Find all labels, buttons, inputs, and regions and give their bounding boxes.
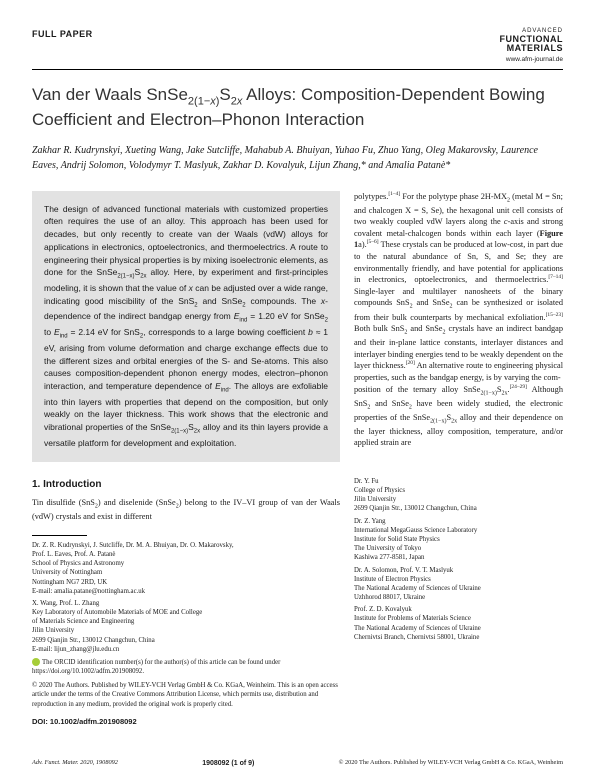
affiliations-left: Dr. Z. R. Kudrynskyi, J. Sutcliffe, Dr. … (32, 541, 340, 654)
right-column: polytypes.[1–4] For the polytype phase 2… (354, 191, 563, 727)
orcid-icon (32, 658, 40, 666)
affiliation-divider (32, 535, 87, 536)
header-row: FULL PAPER ADVANCED FUNCTIONAL MATERIALS (32, 28, 563, 54)
journal-url: www.afm-journal.de (32, 56, 563, 65)
left-column: The design of advanced functional materi… (32, 191, 340, 727)
affil-block: Dr. A. Solomon, Prof. V. T. MaslyukInsti… (354, 566, 563, 603)
abstract-box: The design of advanced functional materi… (32, 191, 340, 462)
intro-left-text: Tin disulfide (SnS2) and diselenide (SnS… (32, 497, 340, 523)
license-note: © 2020 The Authors. Published by WILEY-V… (32, 681, 340, 709)
affil-block: X. Wang, Prof. L. ZhangKey Laboratory of… (32, 599, 340, 654)
orcid-text: The ORCID identification number(s) for t… (32, 659, 280, 675)
orcid-note: The ORCID identification number(s) for t… (32, 658, 340, 676)
journal-logo: ADVANCED FUNCTIONAL MATERIALS (500, 28, 564, 54)
footer-center: 1908092 (1 of 9) (202, 759, 254, 768)
affil-block: Dr. Y. FuCollege of PhysicsJilin Univers… (354, 477, 563, 514)
author-list: Zakhar R. Kudrynskyi, Xueting Wang, Jake… (32, 143, 563, 173)
affil-block: Prof. Z. D. KovalyukInstitute for Proble… (354, 605, 563, 642)
intro-right-text-1: polytypes.[1–4] For the polytype phase 2… (354, 191, 563, 384)
section-heading-intro: 1. Introduction (32, 478, 340, 492)
logo-materials: MATERIALS (500, 44, 564, 54)
intro-right-text-2: position of the ternary alloy SnSe2(1−x)… (354, 384, 563, 449)
paper-type-label: FULL PAPER (32, 28, 93, 40)
affil-block: Dr. Z. YangInternational MegaGauss Scien… (354, 517, 563, 563)
footer-left: Adv. Funct. Mater. 2020, 1908092 (32, 759, 118, 768)
top-divider (32, 69, 563, 70)
footer-right: © 2020 The Authors. Published by WILEY-V… (339, 759, 563, 768)
affiliations-right: Dr. Y. FuCollege of PhysicsJilin Univers… (354, 477, 563, 642)
paper-title: Van der Waals SnSe2(1−x)S2x Alloys: Comp… (32, 84, 563, 130)
two-column-layout: The design of advanced functional materi… (32, 191, 563, 727)
doi-label: DOI: 10.1002/adfm.201908092 (32, 717, 340, 727)
page-footer: Adv. Funct. Mater. 2020, 1908092 1908092… (32, 759, 563, 768)
affil-block: Dr. Z. R. Kudrynskyi, J. Sutcliffe, Dr. … (32, 541, 340, 596)
